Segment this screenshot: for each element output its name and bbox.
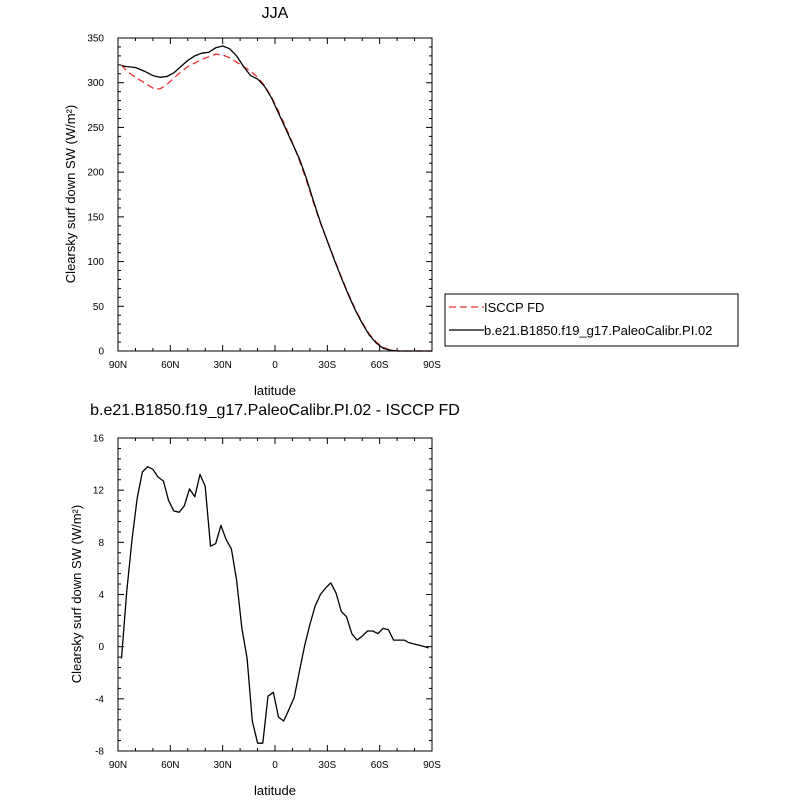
bottom-chart-x-tick-label: 60S	[371, 760, 389, 771]
bottom-chart-series-line-difference	[120, 466, 429, 744]
bottom-chart-x-tick-label: 90S	[423, 760, 441, 771]
top-chart-y-tick-label: 200	[87, 168, 104, 179]
top-chart-y-tick-label: 250	[87, 123, 104, 134]
bottom-chart-series	[120, 466, 429, 744]
top-chart-x-tick-label: 90N	[109, 360, 127, 371]
bottom-chart-y-tick-label: -4	[95, 694, 104, 705]
top-chart-plot-frame	[117, 37, 433, 352]
bottom-chart-y-tick-label: 4	[98, 590, 104, 601]
bottom-chart-y-tick-label: 12	[93, 486, 105, 497]
bottom-chart-x-tick-label: 60N	[161, 760, 179, 771]
top-chart-y-tick-label: 50	[93, 302, 105, 313]
legend-box	[444, 293, 739, 347]
top-chart-series-line-b-e21-b1850-f19-g17-paleocalibr-pi-02	[121, 45, 432, 352]
top-chart-x-tick-label: 90S	[423, 360, 441, 371]
bottom-chart-y-tick-labels: -8 -4 0 4 8 12 16	[93, 434, 105, 758]
top-chart-x-tick-label: 60S	[371, 360, 389, 371]
top-chart-x-tick-label: 30S	[318, 360, 336, 371]
top-chart-y-tick-label: 150	[87, 212, 104, 223]
top-chart-series	[120, 45, 432, 352]
top-chart-y-tick-label: 0	[98, 347, 104, 358]
bottom-chart-x-tick-label: 30S	[318, 760, 336, 771]
top-chart-x-tick-label: 0	[272, 360, 278, 371]
top-chart-y-tick-labels: 0 50 100 150 200 250 300 350	[87, 34, 104, 358]
top-chart-x-tick-labels: 90N 60N 30N 0 30S 60S 90S	[109, 360, 441, 371]
top-chart-x-tick-label: 30N	[213, 360, 231, 371]
bottom-chart-x-tick-labels: 90N 60N 30N 0 30S 60S 90S	[109, 760, 441, 771]
bottom-chart-x-axis-label: latitude	[254, 783, 296, 798]
top-chart-series-line-isccp-fd	[120, 53, 432, 352]
bottom-chart-plot-frame	[117, 437, 433, 752]
bottom-chart-x-tick-label: 30N	[213, 760, 231, 771]
bottom-chart: b.e21.B1850.f19_g17.PaleoCalibr.PI.02 - …	[69, 402, 460, 798]
bottom-chart-title: b.e21.B1850.f19_g17.PaleoCalibr.PI.02 - …	[90, 402, 460, 419]
top-chart-y-axis-label: Clearsky surf down SW (W/m²)	[63, 105, 78, 283]
top-chart-y-tick-label: 100	[87, 257, 104, 268]
bottom-chart-x-tick-label: 0	[272, 760, 278, 771]
bottom-chart-y-tick-label: 0	[98, 642, 104, 653]
top-chart-legend: ISCCP FD b.e21.B1850.f19_g17.PaleoCalibr…	[444, 293, 739, 347]
top-chart: JJA 90N 60N 30N 0 30S 60S 90S 0 50 100 150 200 250 3…	[63, 5, 739, 398]
bottom-chart-y-tick-label: 8	[98, 538, 104, 549]
legend-label-isccp: ISCCP FD	[484, 300, 544, 315]
bottom-chart-y-tick-label: -8	[95, 747, 104, 758]
top-chart-title: JJA	[262, 5, 289, 22]
bottom-chart-x-tick-label: 90N	[109, 760, 127, 771]
top-chart-x-tick-label: 60N	[161, 360, 179, 371]
bottom-chart-y-axis-label: Clearsky surf down SW (W/m²)	[69, 505, 84, 683]
bottom-chart-ticks	[117, 437, 433, 752]
top-chart-y-tick-label: 350	[87, 34, 104, 45]
top-chart-ticks	[117, 37, 433, 352]
top-chart-x-axis-label: latitude	[254, 383, 296, 398]
bottom-chart-y-tick-label: 16	[93, 434, 105, 445]
top-chart-y-tick-label: 300	[87, 78, 104, 89]
legend-label-model: b.e21.B1850.f19_g17.PaleoCalibr.PI.02	[484, 323, 712, 338]
